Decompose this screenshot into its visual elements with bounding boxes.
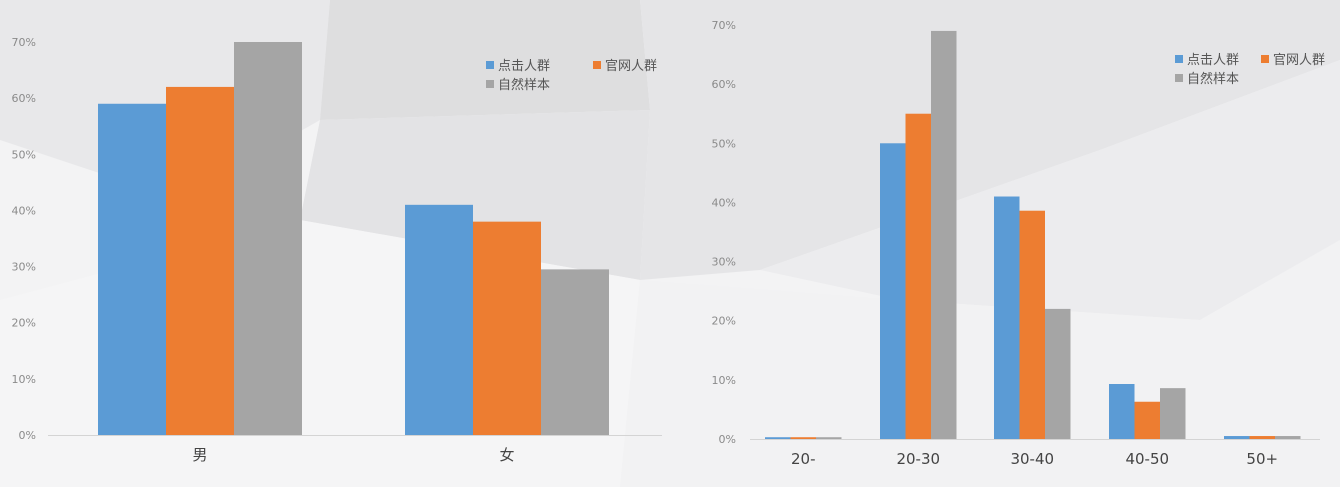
- legend: 点击人群 官网人群 自然样本: [1175, 52, 1325, 87]
- x-category-label: 女: [499, 446, 514, 464]
- y-tick-label: 60%: [712, 78, 736, 91]
- bar-official: [1019, 210, 1045, 439]
- bar-natural: [1275, 436, 1301, 439]
- legend-swatch-official: [593, 61, 601, 69]
- bar-natural: [1045, 308, 1071, 439]
- bar-natural: [816, 437, 842, 439]
- bar-official: [790, 437, 816, 439]
- y-tick-label: 20%: [12, 317, 36, 330]
- legend-label-natural: 自然样本: [498, 77, 550, 93]
- y-tick-label: 20%: [712, 315, 736, 328]
- y-tick-label: 10%: [712, 374, 736, 387]
- x-category-label: 40-50: [1125, 450, 1169, 468]
- x-category-label: 20-30: [896, 450, 940, 468]
- legend-swatch-official: [1261, 55, 1269, 63]
- bar-natural: [931, 30, 957, 440]
- legend-swatch-click: [486, 61, 494, 69]
- bar-click: [994, 196, 1020, 439]
- bar-natural: [541, 269, 609, 435]
- y-tick-label: 0%: [19, 429, 36, 442]
- y-tick-label: 70%: [12, 36, 36, 49]
- bar-click: [765, 437, 791, 439]
- x-category-label: 20-: [791, 450, 816, 468]
- y-axis-ticks: 0% 10% 20% 30% 40% 50% 60% 70%: [712, 19, 736, 446]
- legend-label-click: 点击人群: [498, 59, 550, 74]
- legend: 点击人群 官网人群 自然样本: [486, 58, 657, 93]
- y-tick-label: 30%: [712, 256, 736, 269]
- bar-official: [473, 221, 541, 435]
- bar-natural: [1160, 388, 1186, 439]
- y-tick-label: 40%: [12, 204, 36, 217]
- bar-official: [1249, 436, 1275, 439]
- x-category-label: 男: [192, 446, 207, 464]
- y-tick-label: 0%: [719, 433, 736, 446]
- bar-click: [880, 143, 906, 440]
- legend-swatch-click: [1175, 55, 1183, 63]
- bar-official: [166, 86, 234, 436]
- y-tick-label: 60%: [12, 92, 36, 105]
- legend-label-natural: 自然样本: [1187, 71, 1239, 87]
- bar-click: [405, 204, 473, 435]
- y-tick-label: 50%: [12, 148, 36, 161]
- bar-click: [1109, 383, 1135, 439]
- y-tick-label: 70%: [712, 19, 736, 32]
- legend-label-click: 点击人群: [1187, 53, 1239, 68]
- x-category-label: 30-40: [1010, 450, 1054, 468]
- y-tick-label: 40%: [712, 196, 736, 209]
- legend-swatch-natural: [1175, 74, 1183, 82]
- legend-label-official: 官网人群: [1273, 52, 1325, 68]
- legend-label-official: 官网人群: [605, 58, 657, 74]
- y-axis-ticks: 0% 10% 20% 30% 40% 50% 60% 70%: [12, 36, 36, 442]
- bar-official: [905, 113, 931, 439]
- bar-click: [1224, 436, 1250, 439]
- age-chart: 0% 10% 20% 30% 40% 50% 60% 70% 20- 20-30 30-40 40-…: [712, 19, 1325, 468]
- bar-official: [1134, 401, 1160, 439]
- bar-natural: [234, 42, 302, 435]
- x-category-label: 50+: [1246, 450, 1278, 468]
- legend-swatch-natural: [486, 80, 494, 88]
- bars: [765, 30, 1301, 440]
- bar-click: [98, 103, 166, 435]
- bars: [98, 42, 609, 436]
- y-tick-label: 50%: [712, 137, 736, 150]
- y-tick-label: 30%: [12, 261, 36, 274]
- x-axis-categories: 20- 20-30 30-40 40-50 50+: [791, 450, 1278, 468]
- x-axis-categories: 男女: [192, 446, 514, 464]
- gender-chart: 0%10%20%30%40%50%60%70% 男女 点击人群 官网人群 自然样…: [12, 36, 662, 464]
- y-tick-label: 10%: [12, 373, 36, 386]
